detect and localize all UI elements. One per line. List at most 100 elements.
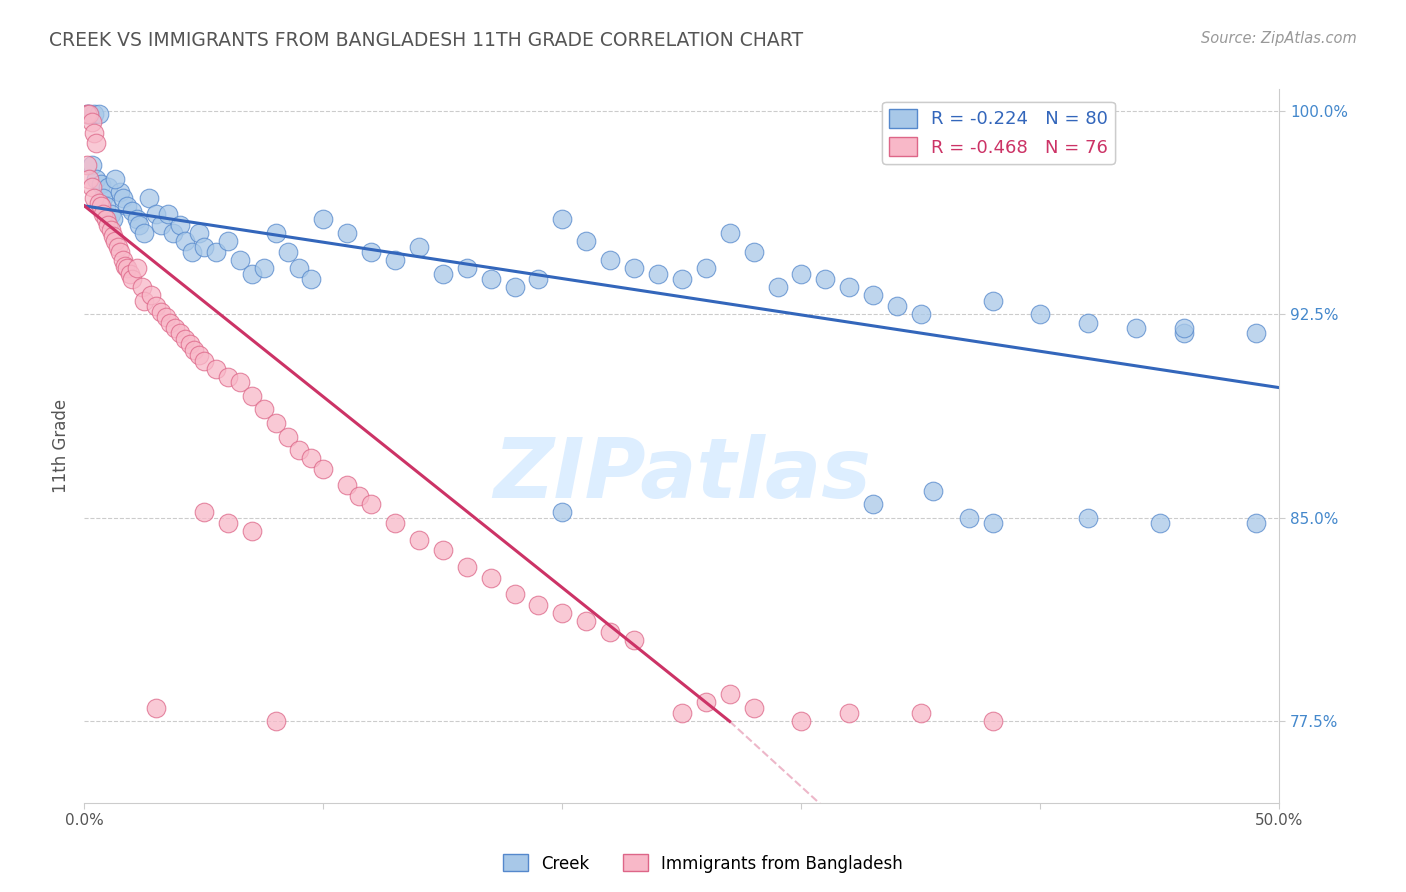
Point — [479, 571, 502, 585]
Point — [742, 245, 765, 260]
Point — [456, 559, 478, 574]
Point — [104, 171, 127, 186]
Point — [83, 191, 105, 205]
Point — [671, 272, 693, 286]
Point — [503, 587, 526, 601]
Point — [240, 524, 263, 539]
Point — [981, 714, 1004, 729]
Point — [551, 506, 574, 520]
Point — [479, 272, 502, 286]
Point — [107, 239, 129, 253]
Point — [162, 226, 184, 240]
Point — [312, 212, 335, 227]
Point — [456, 261, 478, 276]
Point — [922, 483, 945, 498]
Point — [240, 267, 263, 281]
Point — [288, 443, 311, 458]
Point — [277, 245, 299, 260]
Point — [1173, 326, 1195, 341]
Text: ZIPatlas: ZIPatlas — [494, 434, 870, 515]
Point — [125, 261, 148, 276]
Point — [173, 332, 195, 346]
Point — [193, 353, 215, 368]
Point — [360, 497, 382, 511]
Point — [117, 199, 139, 213]
Point — [101, 228, 124, 243]
Point — [100, 223, 122, 237]
Point — [981, 516, 1004, 531]
Point — [742, 701, 765, 715]
Point — [128, 218, 150, 232]
Point — [86, 171, 108, 186]
Point — [312, 462, 335, 476]
Point — [165, 321, 187, 335]
Point — [1077, 316, 1099, 330]
Point — [981, 293, 1004, 308]
Point — [80, 158, 103, 172]
Point — [93, 207, 115, 221]
Point — [790, 267, 813, 281]
Point — [838, 280, 860, 294]
Point — [110, 186, 132, 200]
Legend: R = -0.224   N = 80, R = -0.468   N = 76: R = -0.224 N = 80, R = -0.468 N = 76 — [882, 102, 1115, 164]
Point — [205, 245, 228, 260]
Point — [336, 226, 359, 240]
Point — [814, 272, 837, 286]
Y-axis label: 11th Grade: 11th Grade — [52, 399, 70, 493]
Point — [432, 267, 454, 281]
Point — [1149, 516, 1171, 531]
Point — [94, 199, 117, 213]
Point — [408, 533, 430, 547]
Point — [217, 234, 239, 248]
Point — [910, 307, 932, 321]
Point — [838, 706, 860, 721]
Point — [695, 695, 717, 709]
Point — [193, 506, 215, 520]
Point — [336, 478, 359, 492]
Point — [118, 267, 141, 281]
Point — [253, 261, 276, 276]
Point — [503, 280, 526, 294]
Point — [100, 207, 122, 221]
Point — [110, 245, 132, 260]
Point — [77, 171, 100, 186]
Point — [77, 106, 100, 120]
Point — [83, 106, 105, 120]
Point — [1125, 321, 1147, 335]
Point — [551, 606, 574, 620]
Point — [301, 451, 323, 466]
Point — [141, 288, 163, 302]
Point — [145, 701, 167, 715]
Point — [145, 299, 167, 313]
Point — [862, 497, 884, 511]
Point — [766, 280, 789, 294]
Point — [138, 191, 160, 205]
Point — [169, 218, 191, 232]
Point — [114, 259, 136, 273]
Point — [575, 614, 598, 628]
Point — [264, 416, 287, 430]
Point — [1029, 307, 1052, 321]
Point — [599, 624, 621, 639]
Point — [132, 293, 156, 308]
Point — [94, 212, 117, 227]
Text: Source: ZipAtlas.com: Source: ZipAtlas.com — [1201, 31, 1357, 46]
Point — [229, 253, 252, 268]
Point — [83, 126, 105, 140]
Point — [277, 429, 299, 443]
Point — [193, 239, 215, 253]
Point — [80, 180, 103, 194]
Point — [179, 337, 201, 351]
Point — [173, 234, 195, 248]
Point — [623, 261, 645, 276]
Point — [117, 261, 139, 276]
Point — [301, 272, 323, 286]
Point — [1244, 326, 1267, 341]
Point — [93, 191, 115, 205]
Point — [718, 687, 741, 701]
Point — [87, 106, 110, 120]
Point — [87, 196, 110, 211]
Point — [527, 598, 550, 612]
Point — [101, 212, 124, 227]
Point — [76, 106, 98, 120]
